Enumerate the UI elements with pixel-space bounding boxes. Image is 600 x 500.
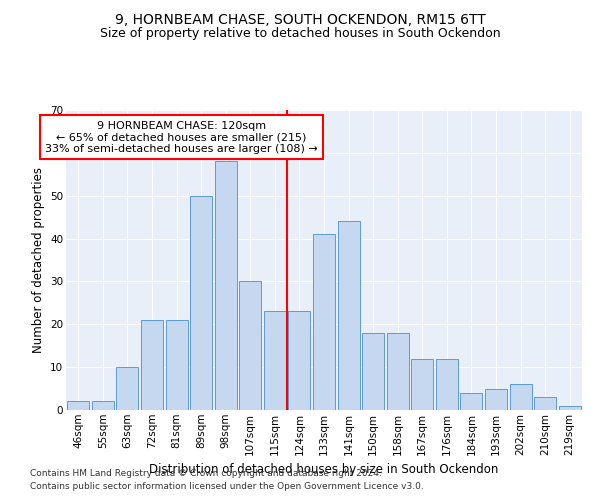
Bar bbox=[215, 162, 237, 410]
Bar bbox=[411, 358, 433, 410]
Text: Contains public sector information licensed under the Open Government Licence v3: Contains public sector information licen… bbox=[30, 482, 424, 491]
Bar bbox=[386, 333, 409, 410]
Bar bbox=[485, 388, 507, 410]
Bar bbox=[239, 282, 262, 410]
Bar bbox=[338, 222, 359, 410]
Bar bbox=[313, 234, 335, 410]
Bar bbox=[67, 402, 89, 410]
Bar bbox=[460, 393, 482, 410]
X-axis label: Distribution of detached houses by size in South Ockendon: Distribution of detached houses by size … bbox=[149, 463, 499, 476]
Bar bbox=[190, 196, 212, 410]
Text: Size of property relative to detached houses in South Ockendon: Size of property relative to detached ho… bbox=[100, 28, 500, 40]
Bar bbox=[141, 320, 163, 410]
Text: 9, HORNBEAM CHASE, SOUTH OCKENDON, RM15 6TT: 9, HORNBEAM CHASE, SOUTH OCKENDON, RM15 … bbox=[115, 12, 485, 26]
Bar bbox=[92, 402, 114, 410]
Bar bbox=[289, 312, 310, 410]
Text: Contains HM Land Registry data © Crown copyright and database right 2024.: Contains HM Land Registry data © Crown c… bbox=[30, 468, 382, 477]
Bar bbox=[509, 384, 532, 410]
Bar bbox=[436, 358, 458, 410]
Bar bbox=[559, 406, 581, 410]
Text: 9 HORNBEAM CHASE: 120sqm
← 65% of detached houses are smaller (215)
33% of semi-: 9 HORNBEAM CHASE: 120sqm ← 65% of detach… bbox=[45, 120, 318, 154]
Y-axis label: Number of detached properties: Number of detached properties bbox=[32, 167, 44, 353]
Bar bbox=[534, 397, 556, 410]
Bar bbox=[116, 367, 139, 410]
Bar bbox=[166, 320, 188, 410]
Bar bbox=[264, 312, 286, 410]
Bar bbox=[362, 333, 384, 410]
